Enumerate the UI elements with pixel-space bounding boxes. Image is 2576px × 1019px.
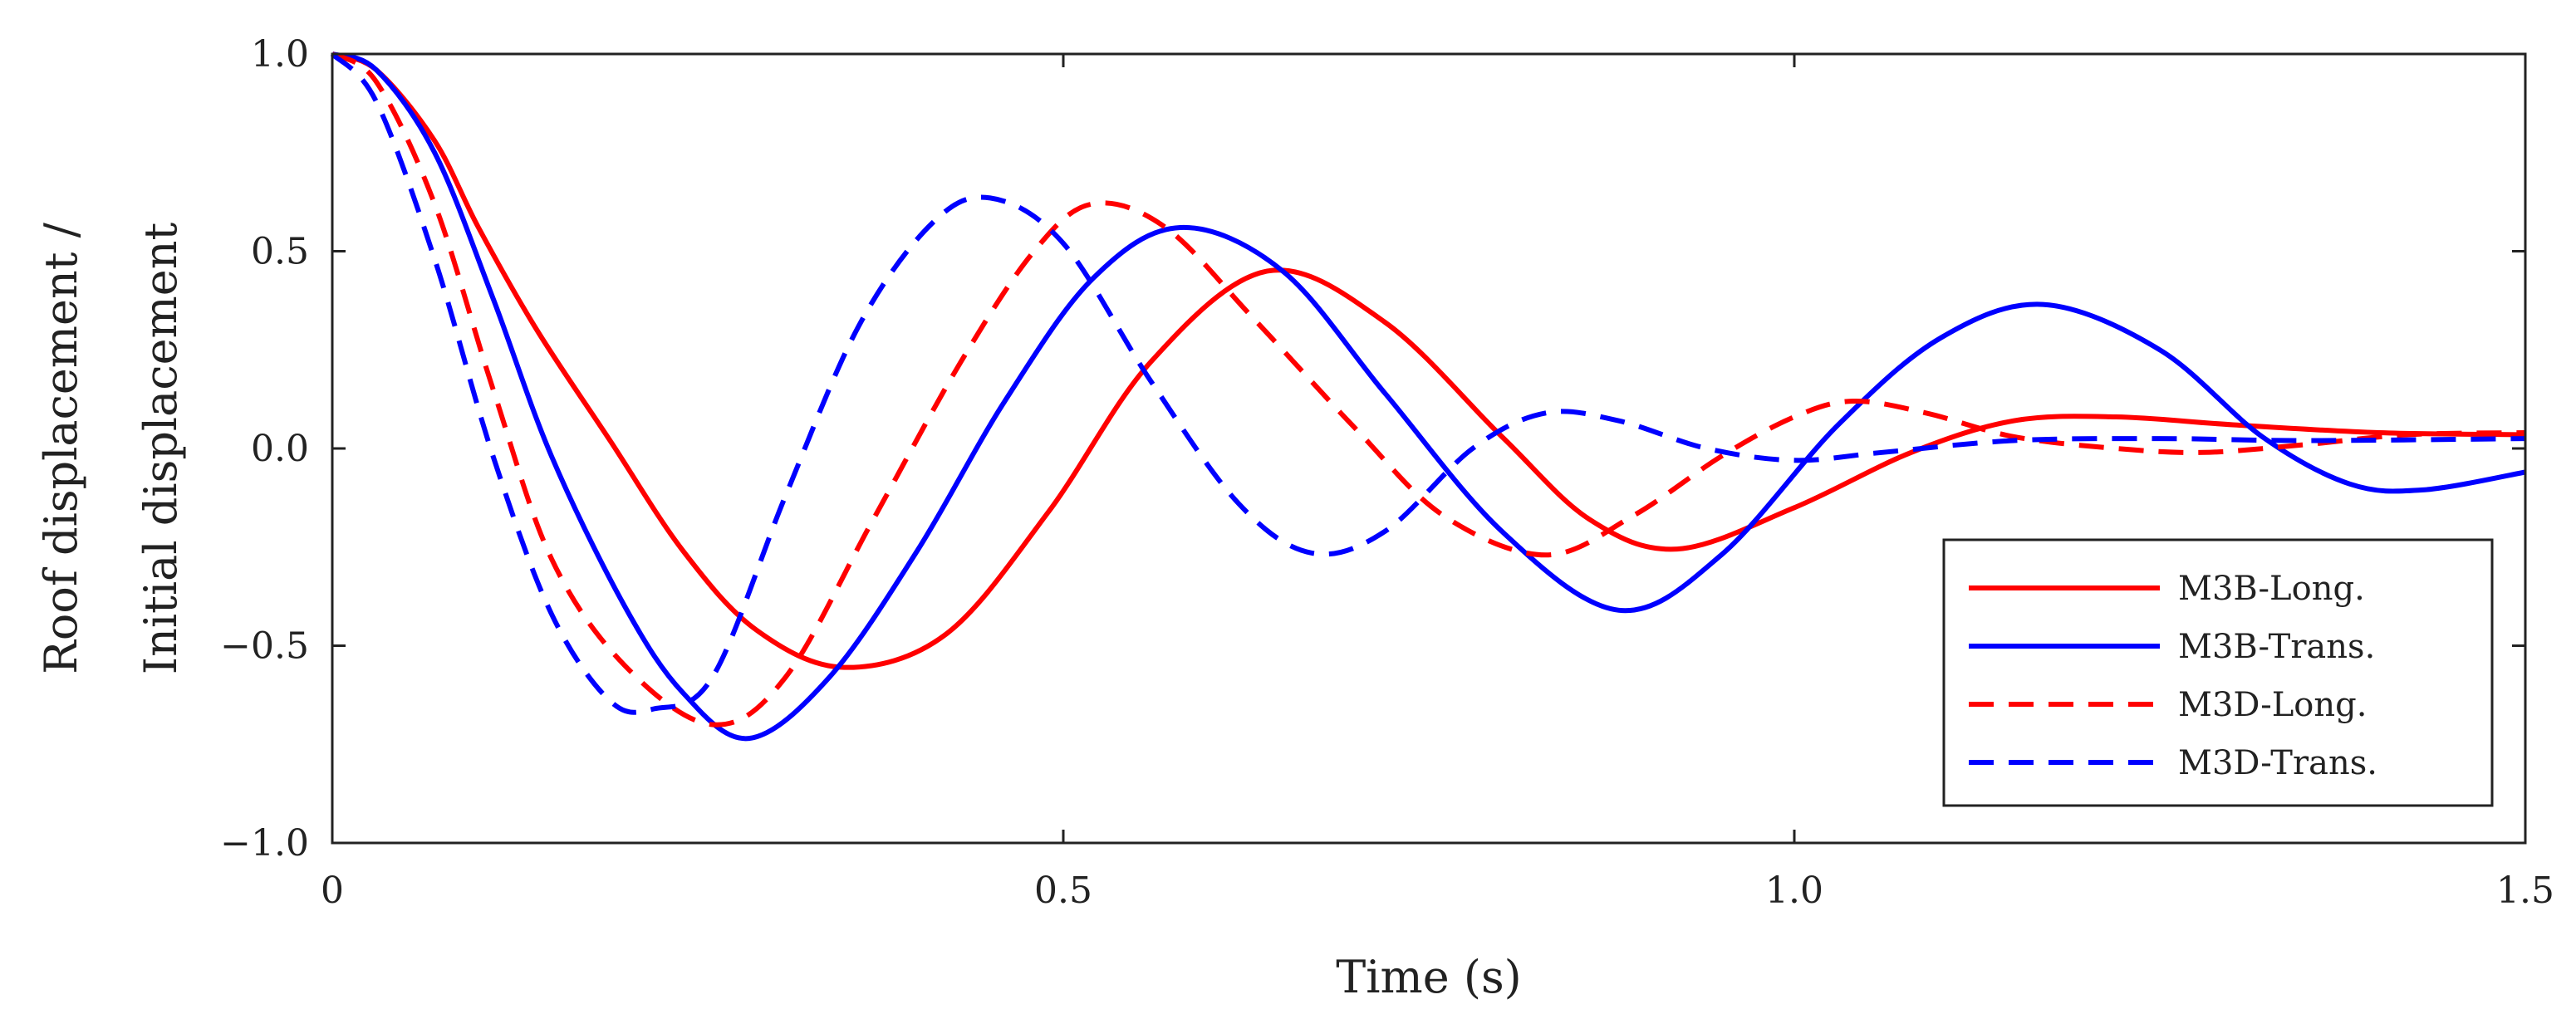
series-line-m3d-trans xyxy=(330,51,2526,715)
x-tick-label: 0 xyxy=(321,870,344,912)
y-axis-title-line-2: Initial displacement xyxy=(135,223,187,675)
y-tick-label: 0.0 xyxy=(251,428,309,470)
x-tick-label: 0.5 xyxy=(1034,870,1092,912)
series-line-m3b-long xyxy=(331,51,2526,670)
series-line-m3b-trans xyxy=(331,51,2526,742)
legend-label-m3d-long: M3D-Long. xyxy=(2178,686,2367,724)
x-tick-label: 1.5 xyxy=(2496,870,2554,912)
legend-box xyxy=(1942,538,2494,807)
y-tick-label: −1.0 xyxy=(220,822,309,865)
ticks-layer: 0 0.5 1.0 1.5 1.0 0.5 0.0 −0.5 −1.0 xyxy=(220,33,2554,912)
legend-label-m3d-trans: M3D-Trans. xyxy=(2178,744,2377,782)
y-tick-label: 0.5 xyxy=(251,231,309,273)
legend-label-m3b-long: M3B-Long. xyxy=(2178,570,2365,608)
y-tick-label: 1.0 xyxy=(251,33,309,76)
x-tick-label: 1.0 xyxy=(1765,870,1823,912)
series-layer xyxy=(330,51,2526,742)
legend: M3B-Long. M3B-Trans. M3D-Long. M3D-Trans. xyxy=(1942,538,2494,807)
x-axis-title: Time (s) xyxy=(1336,951,1521,1003)
legend-label-m3b-trans: M3B-Trans. xyxy=(2178,628,2375,666)
y-axis-title-line-1: Roof displacement / xyxy=(35,222,87,674)
series-line-m3d-long xyxy=(331,51,2526,728)
y-tick-label: −0.5 xyxy=(220,625,309,668)
